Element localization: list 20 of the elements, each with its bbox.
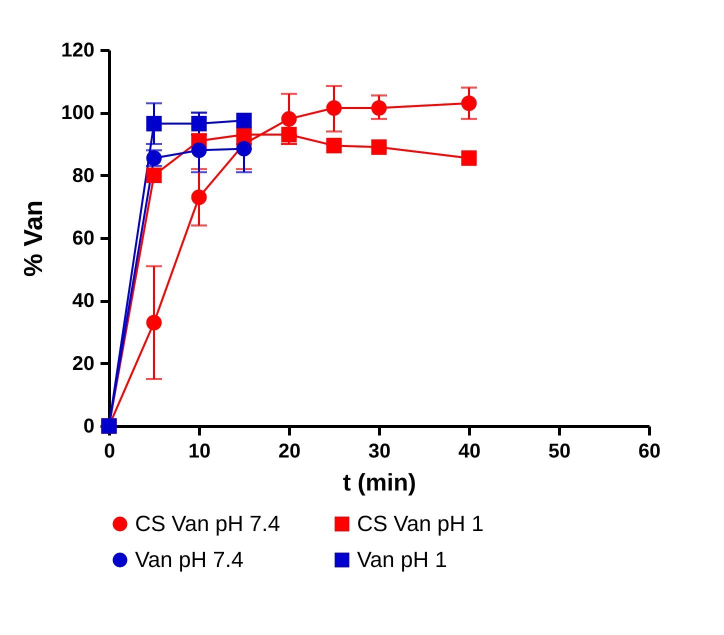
x-tick-label: 40 <box>458 440 481 462</box>
legend-label: Van pH 7.4 <box>135 547 244 572</box>
y-tick-label: 40 <box>72 290 94 312</box>
y-tick-label: 20 <box>72 352 94 375</box>
x-axis-title: t (min) <box>342 470 416 496</box>
y-tick-label: 80 <box>72 164 94 187</box>
x-tick-label: 20 <box>278 440 301 462</box>
x-tick-label: 30 <box>368 440 391 462</box>
legend-label: Van pH 1 <box>357 547 448 572</box>
y-tick-label: 60 <box>72 228 94 250</box>
x-tick-label: 60 <box>638 440 661 462</box>
x-tick-label: 10 <box>188 440 211 462</box>
y-tick-label: 0 <box>83 416 94 438</box>
legend-label: CS Van pH 7.4 <box>135 511 280 536</box>
y-axis-title: % Van <box>18 200 48 277</box>
x-tick-label: 0 <box>104 440 116 462</box>
x-tick-label: 50 <box>548 440 571 462</box>
legend-label: CS Van pH 1 <box>357 511 484 536</box>
y-tick-label: 100 <box>61 102 94 124</box>
y-tick-label: 120 <box>61 40 94 62</box>
